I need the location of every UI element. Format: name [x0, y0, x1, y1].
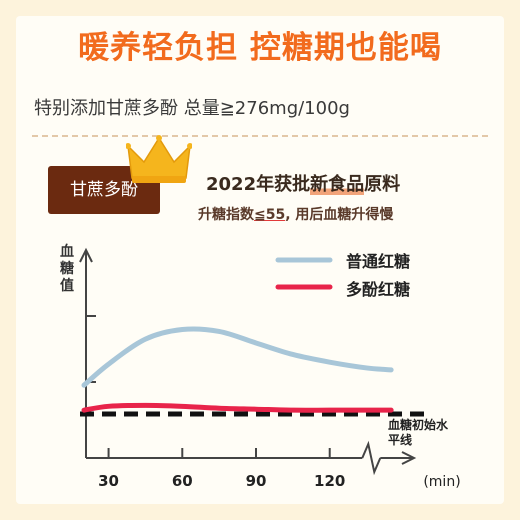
x-axis-unit: (min)	[423, 474, 460, 490]
subheadline: 特别添加甘蔗多酚 总量≧276mg/100g	[34, 98, 350, 119]
dashed-divider	[32, 135, 488, 137]
x-tick-label: 30	[98, 472, 119, 490]
series-line-polyphenol	[81, 402, 394, 413]
crown-icon	[126, 135, 192, 183]
x-axis-break	[361, 440, 382, 476]
gi-text: , 用后血糖升得慢	[285, 207, 394, 223]
claim-text: 原料	[364, 174, 401, 195]
gi-value: ≦55	[254, 207, 286, 223]
legend-label-regular: 普通红糖	[346, 252, 411, 271]
approval-claim: 2022年获批新食品原料	[206, 170, 400, 196]
headline: 暖养轻负担 控糖期也能喝	[78, 30, 442, 66]
gi-claim: 升糖指数≦55, 用后血糖升得慢	[198, 204, 393, 224]
baseline-label: 血糖初始水平线	[388, 418, 449, 447]
x-tick-label: 90	[246, 472, 267, 490]
legend-label-polyphenol: 多酚红糖	[346, 280, 411, 299]
gi-text: 升糖指数	[198, 207, 254, 223]
y-axis-arrow	[79, 247, 93, 263]
y-axis-label: 血糖值	[60, 244, 74, 294]
x-tick-label: 120	[314, 472, 345, 490]
content-panel	[16, 16, 504, 504]
series-line-regular	[81, 326, 394, 388]
claim-text: 2022年获批	[206, 174, 311, 195]
x-axis-arrow	[401, 451, 417, 465]
claim-highlight: 新食品	[310, 174, 365, 195]
x-tick-label: 60	[172, 472, 193, 490]
